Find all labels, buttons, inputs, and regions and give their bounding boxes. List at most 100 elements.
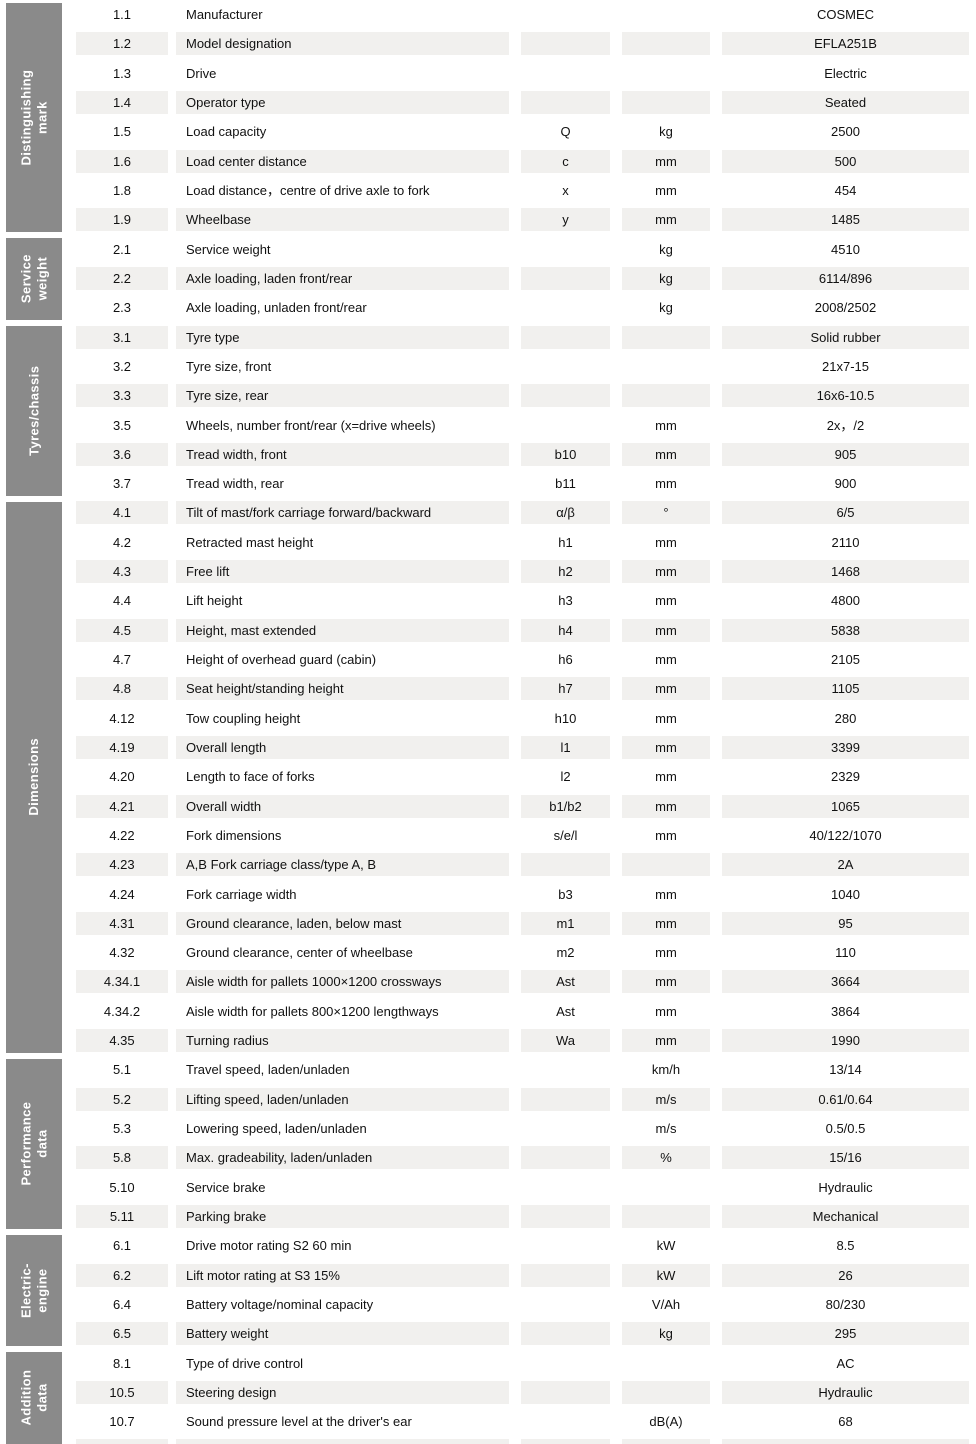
row-number: 1.4 xyxy=(76,91,168,115)
row-symbol xyxy=(521,1352,610,1375)
row-number: 1.5 xyxy=(112,124,132,140)
row-number: 1.8 xyxy=(112,183,132,199)
row-unit xyxy=(622,91,710,115)
row-value: 454 xyxy=(834,183,857,199)
section-label-block: Performance data xyxy=(6,1058,62,1229)
row-value: Mechanical xyxy=(722,1204,969,1228)
row-description: Operator type xyxy=(176,91,509,115)
row-symbol xyxy=(521,1117,610,1140)
row-number: 3.6 xyxy=(76,442,168,466)
row-number: 4.3 xyxy=(76,560,168,584)
row-value: Solid rubber xyxy=(722,325,969,349)
table-row: 4.21 Overall width b1/b2 mm 1065 xyxy=(0,791,976,820)
table-row: 3.3 Tyre size, rear 16x6-10.5 xyxy=(0,381,976,410)
row-number: 1.1 xyxy=(112,7,132,23)
row-unit xyxy=(622,3,710,26)
row-symbol xyxy=(521,1410,610,1433)
row-symbol: x xyxy=(562,183,569,199)
row-number: 4.35 xyxy=(76,1029,168,1053)
row-unit: kg xyxy=(622,266,710,290)
row-description: Tread width, front xyxy=(176,442,509,466)
row-symbol: l1 xyxy=(521,735,610,759)
table-row: 1.1 Manufacturer COSMEC xyxy=(0,0,976,29)
table-row: 6.1 Drive motor rating S2 60 min kW 8.5 xyxy=(0,1231,976,1260)
row-unit: mm xyxy=(622,735,710,759)
row-description: Load distance，centre of drive axle to fo… xyxy=(186,183,430,199)
row-symbol: m1 xyxy=(521,911,610,935)
row-symbol xyxy=(521,384,610,408)
row-number: 6.5 xyxy=(76,1322,168,1346)
row-value: 3664 xyxy=(722,970,969,994)
row-description: Tow coupling height xyxy=(186,710,301,726)
row-unit xyxy=(622,325,710,349)
row-symbol xyxy=(521,325,610,349)
row-symbol xyxy=(521,1380,610,1404)
table-row: 4.1 Tilt of mast/fork carriage forward/b… xyxy=(0,498,976,527)
row-description: Length to face of forks xyxy=(186,769,315,785)
row-unit: mm xyxy=(622,618,710,642)
row-number: 4.24 xyxy=(109,886,135,902)
row-description: Ground clearance, center of wheelbase xyxy=(186,945,413,961)
row-unit: mm xyxy=(655,1003,677,1019)
table-row: 4.3 Free lift h2 mm 1468 xyxy=(0,557,976,586)
row-number: 4.4 xyxy=(112,593,132,609)
row-value: 1105 xyxy=(722,677,969,701)
row-number: 1.2 xyxy=(76,32,168,56)
row-symbol xyxy=(521,414,610,437)
row-number: 5.10 xyxy=(109,1179,135,1195)
table-row: 4.5 Height, mast extended h4 mm 5838 xyxy=(0,616,976,645)
row-unit: % xyxy=(622,1146,710,1170)
row-value: AC xyxy=(836,1355,855,1371)
row-value: 2110 xyxy=(831,534,860,550)
row-number: 10.7 xyxy=(109,1414,135,1430)
row-unit: mm xyxy=(655,710,677,726)
row-description: Parking brake xyxy=(176,1204,509,1228)
row-value: 15/16 xyxy=(722,1146,969,1170)
table-row: 4.20 Length to face of forks l2 mm 2329 xyxy=(0,762,976,791)
row-number: 3.3 xyxy=(76,384,168,408)
row-unit: mm xyxy=(655,476,677,492)
table-row: 4.23 A,B Fork carriage class/type A, B 2… xyxy=(0,850,976,879)
table-row: 6.2 Lift motor rating at S3 15% kW 26 xyxy=(0,1260,976,1289)
table-row: 5.8 Max. gradeability, laden/unladen % 1… xyxy=(0,1143,976,1172)
row-description: Aisle width for pallets 800×1200 lengthw… xyxy=(186,1003,439,1019)
row-value: 500 xyxy=(722,149,969,173)
row-symbol xyxy=(521,32,610,56)
section-label-block: Addition data xyxy=(6,1352,62,1444)
row-description: Load capacity xyxy=(186,124,267,140)
row-unit: mm xyxy=(655,534,677,550)
row-number: 2.1 xyxy=(112,241,132,257)
row-symbol: b11 xyxy=(555,476,576,492)
row-number: 3.5 xyxy=(112,417,132,433)
row-number: 5.11 xyxy=(76,1204,168,1228)
row-unit: mm xyxy=(655,827,677,843)
row-value: 3399 xyxy=(722,735,969,759)
row-number: 5.3 xyxy=(112,1121,132,1137)
row-value: 110 xyxy=(835,945,856,961)
row-symbol xyxy=(521,296,610,319)
row-symbol xyxy=(521,238,610,261)
row-value: 2329 xyxy=(831,769,860,785)
table-row: 4.7 Height of overhead guard (cabin) h6 … xyxy=(0,645,976,674)
row-symbol xyxy=(521,1234,610,1257)
row-value xyxy=(722,1439,969,1444)
row-symbol xyxy=(521,1263,610,1287)
row-symbol: h3 xyxy=(558,593,573,609)
row-symbol: Ast xyxy=(521,970,610,994)
table-row: 4.24 Fork carriage width b3 mm 1040 xyxy=(0,879,976,908)
table-row: 6.4 Battery voltage/nominal capacity V/A… xyxy=(0,1290,976,1319)
row-description: Steering design xyxy=(176,1380,509,1404)
row-symbol: h4 xyxy=(521,618,610,642)
row-value: 21x7-15 xyxy=(822,358,869,374)
row-description: Tyre size, rear xyxy=(176,384,509,408)
row-description: Lift motor rating at S3 15% xyxy=(176,1263,509,1287)
row-unit: mm xyxy=(655,945,677,961)
table-row: 1.6 Load center distance c mm 500 xyxy=(0,147,976,176)
row-unit xyxy=(622,1439,710,1444)
table-row: 5.3 Lowering speed, laden/unladen m/s 0.… xyxy=(0,1114,976,1143)
row-description: Service weight xyxy=(186,241,271,257)
row-description: Manufacturer xyxy=(186,7,263,23)
row-unit: mm xyxy=(622,677,710,701)
